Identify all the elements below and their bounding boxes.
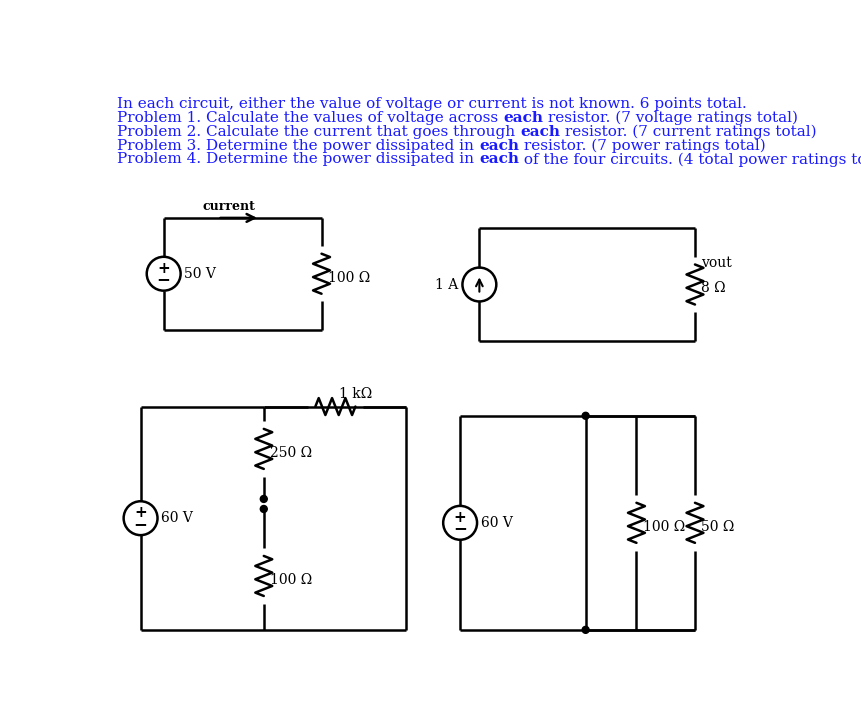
Text: each: each (480, 138, 519, 152)
Text: Problem 3. Determine the power dissipated in: Problem 3. Determine the power dissipate… (117, 138, 480, 152)
Text: 250 Ω: 250 Ω (270, 446, 312, 460)
Text: of the four circuits. (4 total power ratings total): of the four circuits. (4 total power rat… (519, 152, 861, 167)
Text: +: + (134, 505, 147, 521)
Text: −: − (157, 270, 170, 288)
Text: 1 A: 1 A (435, 278, 458, 291)
Text: vout: vout (701, 256, 732, 270)
Text: 50 V: 50 V (184, 267, 216, 281)
Text: 60 V: 60 V (161, 511, 193, 525)
Circle shape (582, 626, 589, 634)
Text: +: + (454, 510, 467, 525)
Text: 50 Ω: 50 Ω (701, 520, 734, 534)
Text: Problem 1. Calculate the values of voltage across: Problem 1. Calculate the values of volta… (117, 111, 504, 125)
Text: 60 V: 60 V (481, 515, 513, 530)
Text: current: current (202, 200, 255, 213)
Text: 1 kΩ: 1 kΩ (339, 387, 373, 401)
Text: −: − (133, 515, 147, 533)
Circle shape (260, 495, 267, 502)
Text: Problem 4. Determine the power dissipated in: Problem 4. Determine the power dissipate… (117, 152, 480, 167)
Text: −: − (453, 519, 467, 537)
Text: 100 Ω: 100 Ω (642, 520, 684, 534)
Text: Problem 2. Calculate the current that goes through: Problem 2. Calculate the current that go… (117, 125, 521, 138)
Text: each: each (504, 111, 543, 125)
Text: 8 Ω: 8 Ω (701, 281, 726, 295)
Text: resistor. (7 current ratings total): resistor. (7 current ratings total) (561, 125, 817, 139)
Text: In each circuit, either the value of voltage or current is not known. 6 points t: In each circuit, either the value of vol… (117, 97, 747, 111)
Text: each: each (480, 152, 519, 167)
Circle shape (260, 505, 267, 513)
Circle shape (582, 413, 589, 419)
Text: each: each (521, 125, 561, 138)
Text: resistor. (7 voltage ratings total): resistor. (7 voltage ratings total) (543, 111, 798, 125)
Text: 100 Ω: 100 Ω (328, 270, 370, 285)
Text: resistor. (7 power ratings total): resistor. (7 power ratings total) (519, 138, 766, 153)
Text: +: + (158, 261, 170, 276)
Text: 100 Ω: 100 Ω (270, 573, 313, 587)
